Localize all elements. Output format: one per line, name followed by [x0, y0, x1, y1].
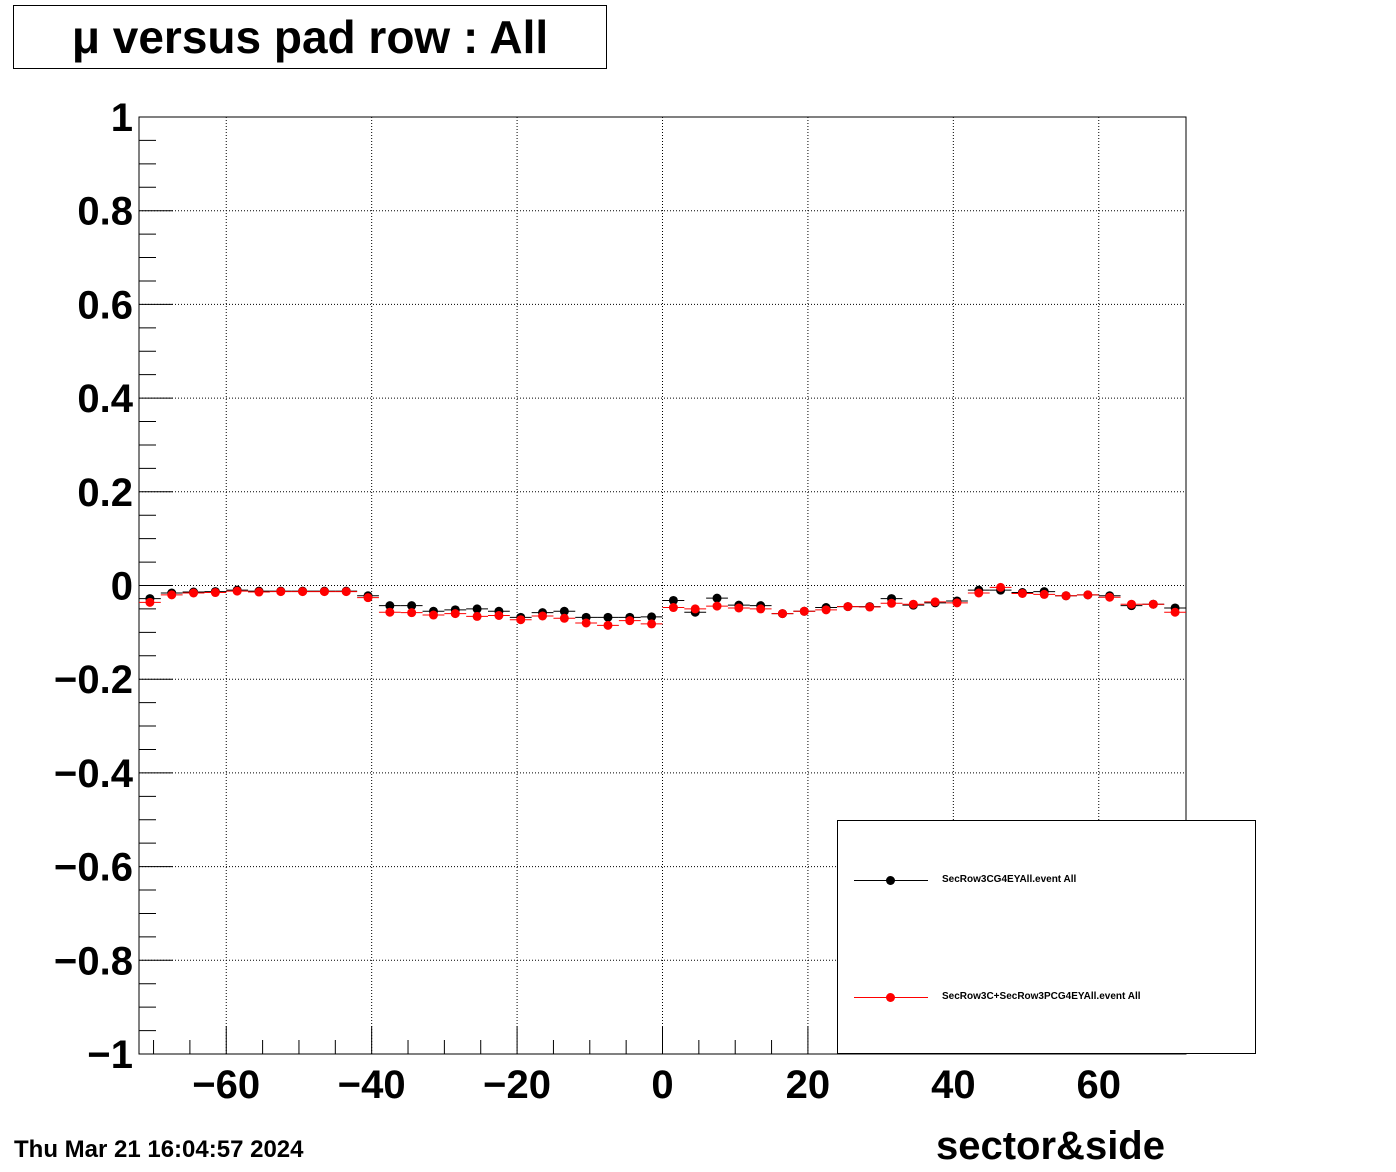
data-point [1083, 590, 1093, 600]
data-point [996, 582, 1006, 592]
data-point [232, 586, 242, 596]
data-point [254, 587, 264, 597]
x-axis-label: sector&side [936, 1124, 1165, 1168]
chart-title: μ versus pad row : All [13, 5, 607, 69]
data-point [734, 603, 744, 613]
data-point [843, 602, 853, 612]
data-point [1061, 591, 1071, 601]
data-point [908, 599, 918, 609]
data-point [450, 609, 460, 619]
y-tick-label: −0.6 [54, 846, 133, 890]
y-tick-label: −1 [87, 1033, 133, 1077]
data-point [777, 609, 787, 619]
legend-marker-1 [886, 993, 895, 1002]
y-tick-label: 0.2 [77, 471, 133, 515]
data-point [756, 604, 766, 614]
data-point [189, 588, 199, 598]
data-point [690, 604, 700, 614]
data-point [516, 615, 526, 625]
y-tick-label: −0.2 [54, 658, 133, 702]
x-tick-label: −20 [483, 1063, 551, 1107]
data-point [952, 598, 962, 608]
data-point [1170, 607, 1180, 617]
data-point [887, 598, 897, 608]
x-tick-label: −40 [338, 1063, 406, 1107]
data-point [821, 605, 831, 615]
y-tick-label: −0.4 [54, 752, 134, 796]
data-point [385, 607, 395, 617]
data-point [712, 601, 722, 611]
data-point [167, 590, 177, 600]
data-point [603, 620, 613, 630]
data-point [407, 608, 417, 618]
data-point [407, 601, 417, 611]
legend-marker-0 [886, 876, 895, 885]
legend-entry-1: SecRow3C+SecRow3PCG4EYAll.event All [838, 988, 1255, 1008]
data-point [668, 603, 678, 613]
data-point [385, 601, 395, 611]
legend: SecRow3CG4EYAll.event All SecRow3C+SecRo… [837, 820, 1256, 1054]
data-point [930, 597, 940, 607]
grid [139, 116, 1186, 1055]
series-1 [139, 582, 1201, 631]
data-point [1148, 599, 1158, 609]
data-point [145, 597, 155, 607]
data-point [1105, 592, 1115, 602]
data-point [472, 604, 482, 614]
data-point [799, 606, 809, 616]
data-point [210, 588, 220, 598]
data-point [1192, 622, 1201, 631]
data-point [1126, 599, 1136, 609]
data-point [341, 587, 351, 597]
data-point [712, 593, 722, 603]
legend-label-1: SecRow3C+SecRow3PCG4EYAll.event All [942, 991, 1141, 1002]
y-tick-label: 0.6 [77, 283, 133, 327]
data-point [363, 593, 373, 603]
x-tick-label: 40 [931, 1063, 976, 1107]
x-tick-label: −60 [192, 1063, 260, 1107]
tick-labels: −60 −40 −20 0 20 40 60 1 0.8 0.6 0.4 0.2 0 −0.2 −0.4 −0… [54, 96, 1121, 1107]
data-point [559, 606, 569, 616]
data-point [494, 610, 504, 620]
data-point [647, 612, 657, 622]
legend-label-0: SecRow3CG4EYAll.event All [942, 874, 1077, 885]
data-point [865, 602, 875, 612]
x-tick-label: 0 [651, 1063, 673, 1107]
data-point [1017, 588, 1027, 598]
timestamp: Thu Mar 21 16:04:57 2024 [14, 1136, 304, 1163]
data-point [1192, 633, 1201, 642]
data-point [668, 595, 678, 605]
data-point [319, 587, 329, 597]
data-point [538, 611, 548, 621]
y-tick-label: −0.8 [54, 939, 133, 983]
data-point [472, 611, 482, 621]
y-tick-label: 1 [111, 96, 133, 140]
data-point [276, 587, 286, 597]
legend-entry-0: SecRow3CG4EYAll.event All [838, 871, 1255, 891]
data-series [139, 582, 1201, 642]
data-point [298, 587, 308, 597]
y-tick-label: 0 [111, 565, 133, 609]
y-tick-label: 0.8 [77, 190, 133, 234]
data-point [974, 588, 984, 598]
x-tick-label: 20 [786, 1063, 831, 1107]
data-point [647, 619, 657, 629]
data-point [625, 616, 635, 626]
data-point [581, 618, 591, 628]
x-tick-label: 60 [1077, 1063, 1122, 1107]
data-point [603, 612, 613, 622]
data-point [559, 613, 569, 623]
data-point [1039, 589, 1049, 599]
data-point [428, 610, 438, 620]
y-tick-label: 0.4 [77, 377, 133, 421]
